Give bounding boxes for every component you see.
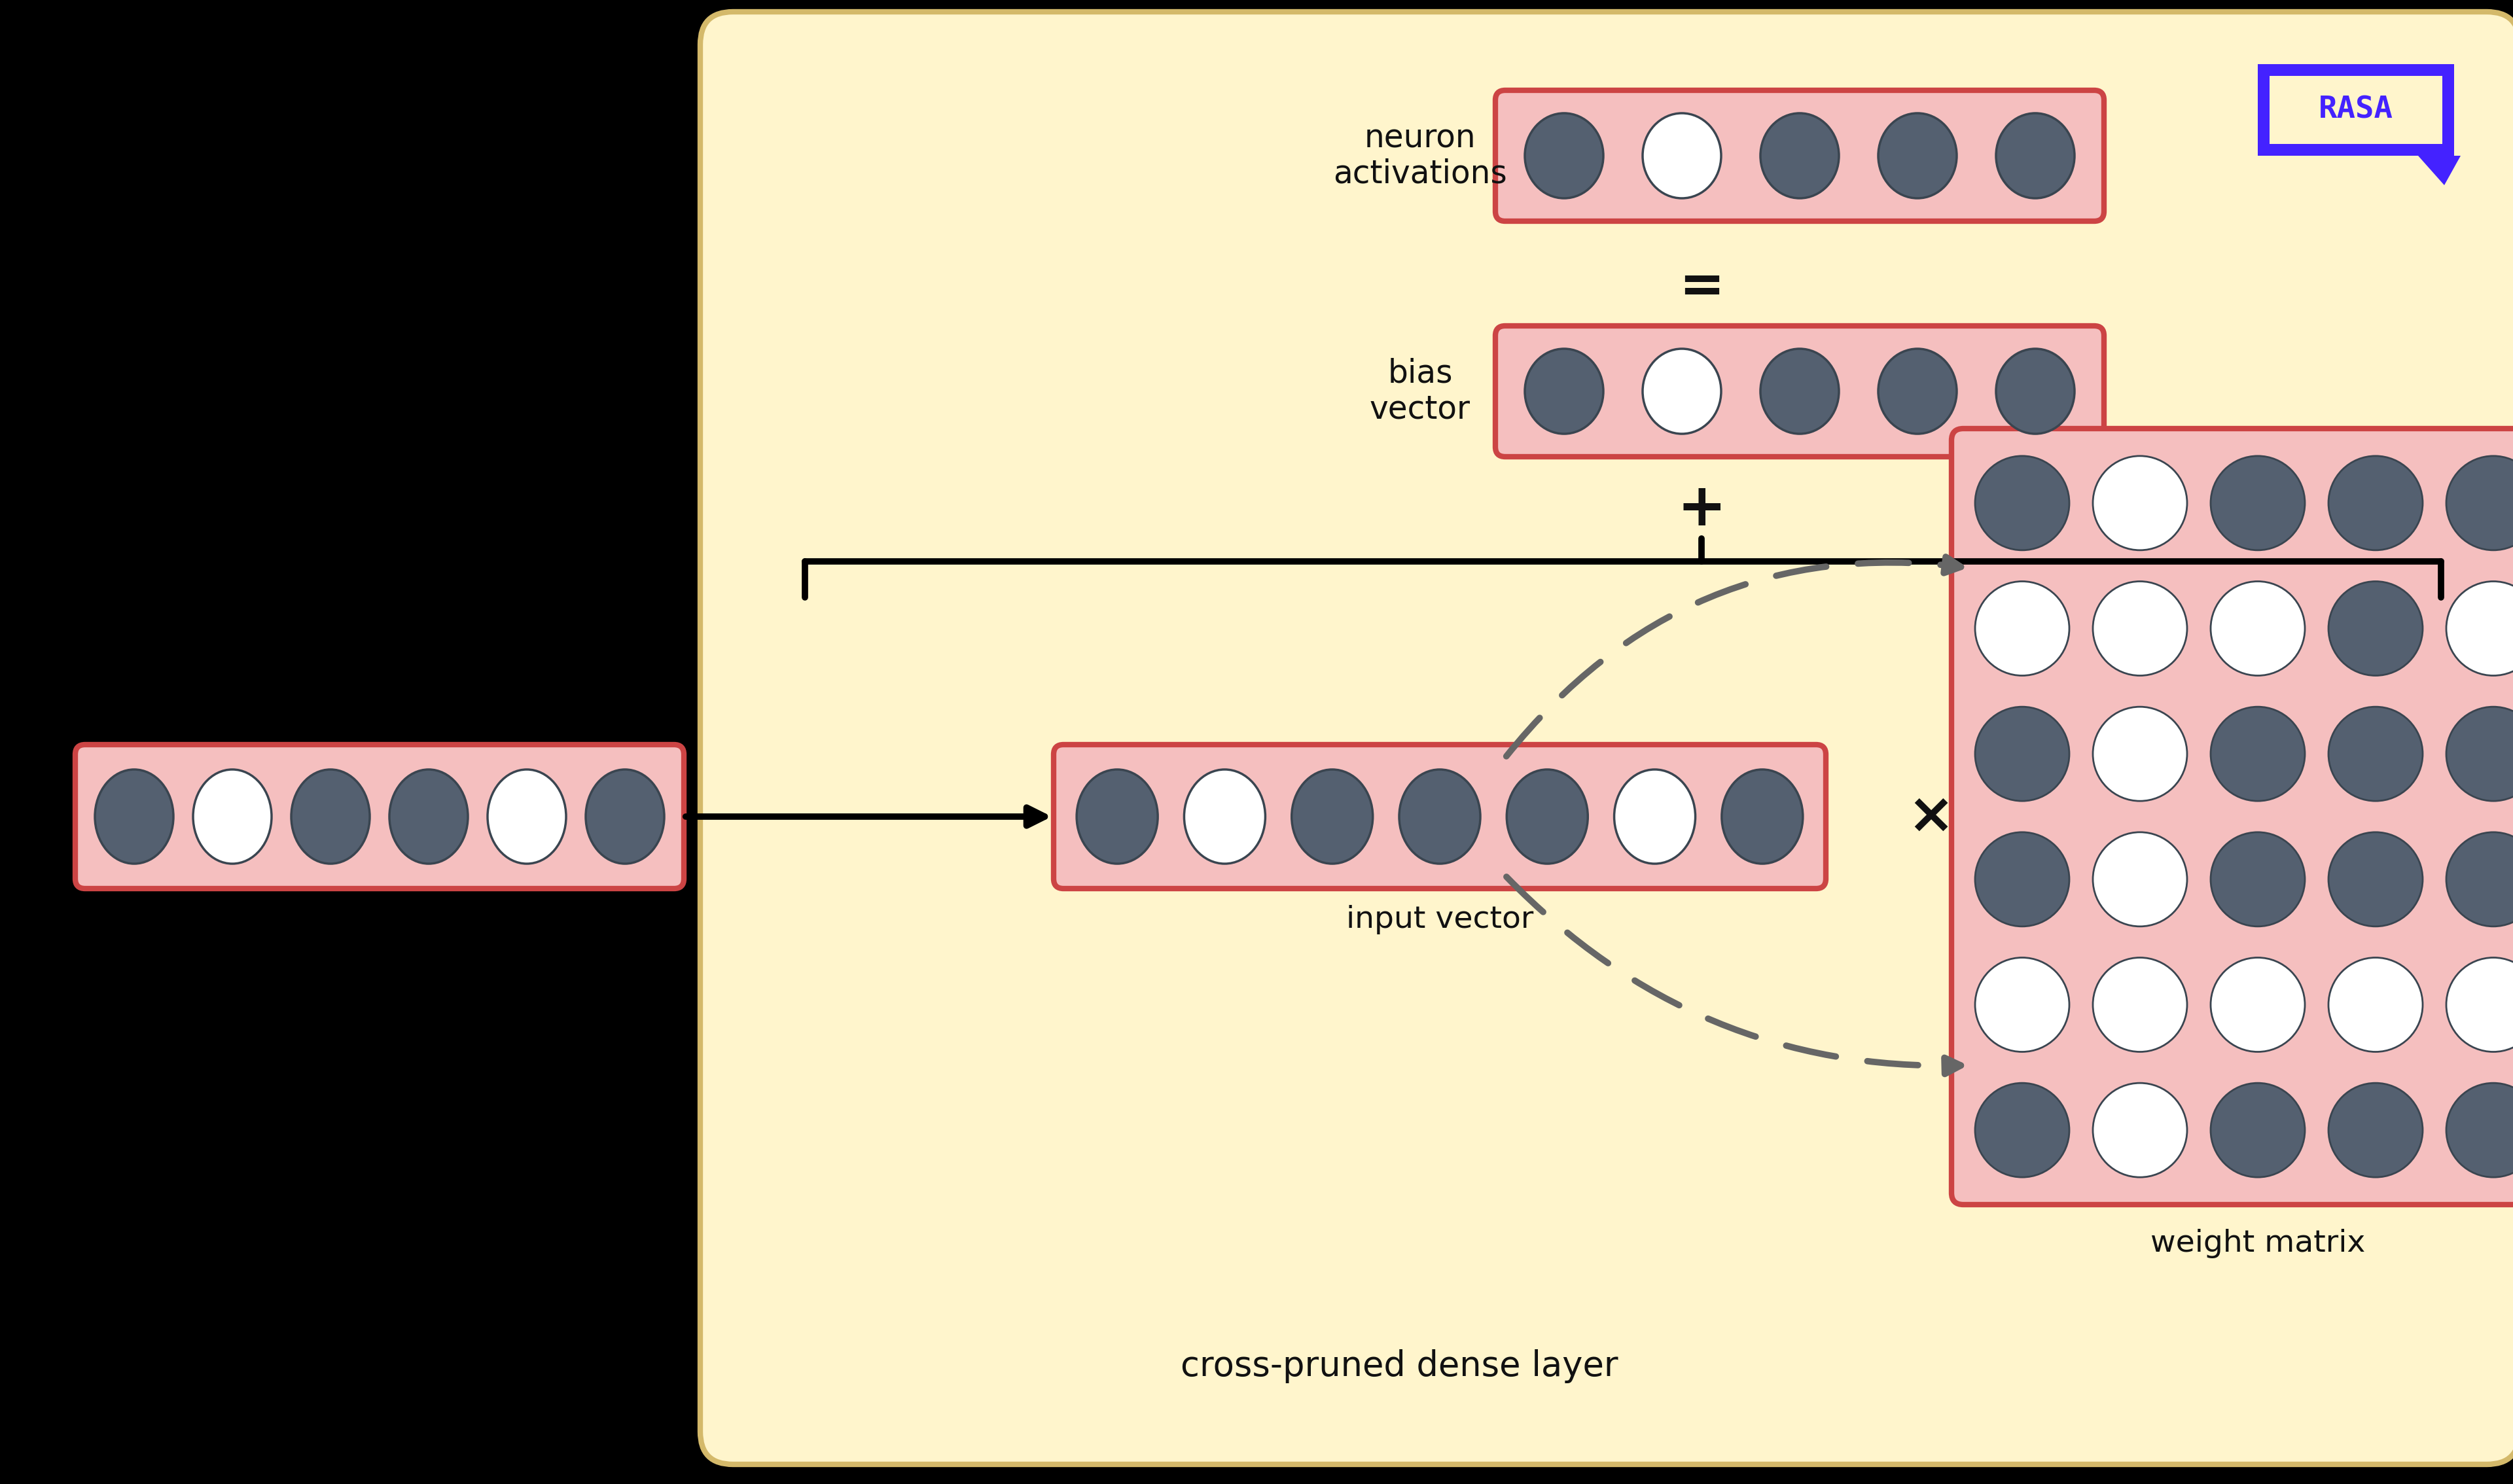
Ellipse shape [1762, 113, 1840, 199]
Ellipse shape [2330, 833, 2423, 926]
Ellipse shape [1525, 113, 1603, 199]
Ellipse shape [2093, 1083, 2186, 1177]
Ellipse shape [2093, 833, 2186, 926]
FancyBboxPatch shape [1495, 326, 2103, 457]
Ellipse shape [2445, 833, 2513, 926]
Ellipse shape [2330, 706, 2423, 801]
Ellipse shape [1292, 770, 1372, 864]
Ellipse shape [95, 770, 173, 864]
Ellipse shape [292, 770, 369, 864]
Ellipse shape [2093, 957, 2186, 1052]
Text: RASA: RASA [2319, 95, 2392, 125]
Text: bias
vector: bias vector [1370, 358, 1470, 426]
Ellipse shape [2093, 456, 2186, 551]
FancyBboxPatch shape [1495, 91, 2103, 221]
Ellipse shape [2211, 582, 2304, 675]
Ellipse shape [1644, 349, 1721, 433]
Ellipse shape [1975, 957, 2068, 1052]
Ellipse shape [2330, 582, 2423, 675]
Text: +: + [1676, 481, 1726, 537]
Ellipse shape [1975, 456, 2068, 551]
Ellipse shape [1995, 349, 2076, 433]
Ellipse shape [2445, 456, 2513, 551]
Ellipse shape [2330, 1083, 2423, 1177]
Ellipse shape [2445, 957, 2513, 1052]
Ellipse shape [1975, 706, 2068, 801]
Ellipse shape [2445, 1083, 2513, 1177]
Ellipse shape [1975, 1083, 2068, 1177]
FancyArrowPatch shape [1505, 877, 1960, 1074]
Ellipse shape [194, 770, 271, 864]
Ellipse shape [1076, 770, 1158, 864]
Ellipse shape [2445, 706, 2513, 801]
FancyBboxPatch shape [2257, 64, 2455, 156]
Ellipse shape [1975, 833, 2068, 926]
Ellipse shape [2211, 456, 2304, 551]
Ellipse shape [2211, 706, 2304, 801]
Text: ×: × [1907, 789, 1955, 844]
Ellipse shape [2445, 582, 2513, 675]
Ellipse shape [1877, 113, 1958, 199]
Ellipse shape [1525, 349, 1603, 433]
Ellipse shape [1877, 349, 1958, 433]
Ellipse shape [1613, 770, 1696, 864]
Ellipse shape [2093, 706, 2186, 801]
Text: neuron
activations: neuron activations [1334, 122, 1508, 190]
Ellipse shape [2211, 833, 2304, 926]
Ellipse shape [390, 770, 467, 864]
Polygon shape [2418, 156, 2460, 186]
Text: weight matrix: weight matrix [2151, 1229, 2365, 1258]
Ellipse shape [2211, 1083, 2304, 1177]
Ellipse shape [1762, 349, 1840, 433]
FancyBboxPatch shape [1053, 745, 1827, 889]
FancyBboxPatch shape [1953, 429, 2513, 1205]
FancyBboxPatch shape [75, 745, 684, 889]
Text: =: = [1679, 260, 1724, 313]
FancyBboxPatch shape [2269, 76, 2443, 144]
Ellipse shape [1184, 770, 1264, 864]
Ellipse shape [2330, 957, 2423, 1052]
Ellipse shape [2330, 456, 2423, 551]
Text: cross-pruned dense layer: cross-pruned dense layer [1181, 1349, 1618, 1383]
Ellipse shape [2093, 582, 2186, 675]
FancyBboxPatch shape [701, 12, 2513, 1465]
Ellipse shape [1721, 770, 1802, 864]
Ellipse shape [1400, 770, 1480, 864]
Ellipse shape [1995, 113, 2076, 199]
Ellipse shape [2211, 957, 2304, 1052]
FancyArrowPatch shape [1505, 556, 1960, 757]
Ellipse shape [1508, 770, 1588, 864]
Ellipse shape [488, 770, 565, 864]
Text: input vector: input vector [1347, 905, 1533, 935]
Ellipse shape [586, 770, 663, 864]
Ellipse shape [1644, 113, 1721, 199]
Ellipse shape [1975, 582, 2068, 675]
